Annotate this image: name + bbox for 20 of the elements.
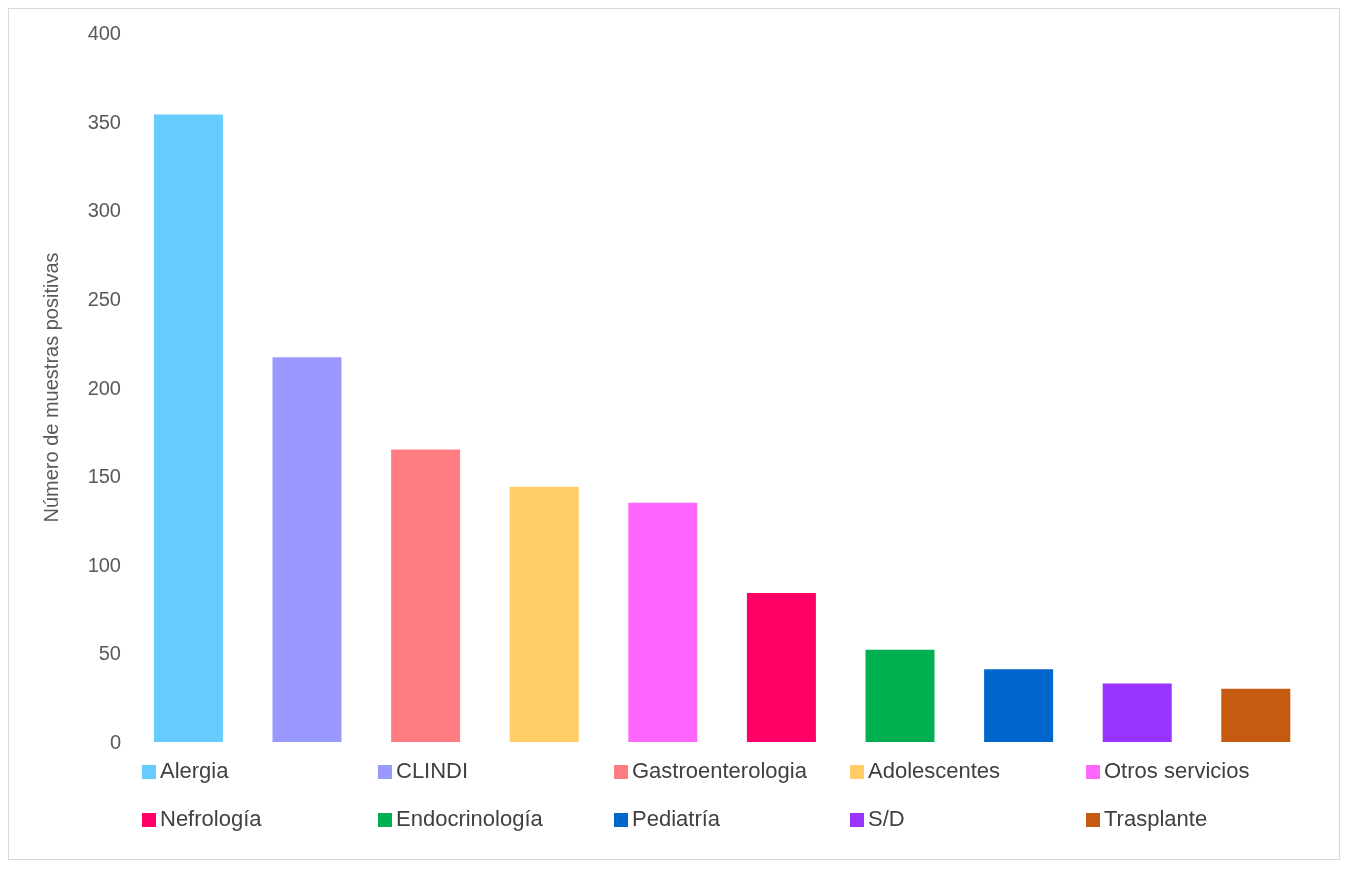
legend-label: Nefrología (160, 806, 262, 831)
y-tick-label: 250 (87, 287, 121, 310)
legend-label: CLINDI (396, 758, 469, 783)
legend-label: Alergia (160, 758, 229, 783)
y-tick-label: 100 (87, 553, 121, 576)
y-tick-label: 350 (87, 110, 121, 133)
legend-label: Gastroenterologia (632, 758, 807, 783)
y-tick-label: 200 (87, 376, 121, 399)
legend-label: S/D (868, 806, 905, 831)
y-tick-label: 0 (109, 731, 121, 754)
legend-label: Otros servicios (1104, 758, 1250, 783)
legend-label: Pediatría (632, 806, 721, 831)
y-tick-label: 50 (98, 642, 121, 665)
legend-label: Trasplante (1104, 806, 1208, 831)
y-tick-label: 400 (87, 22, 121, 45)
legend-label: Adolescentes (868, 758, 1001, 783)
legend-label: Endocrinología (396, 806, 543, 831)
y-axis-title: Número de muestras positivas (40, 252, 63, 523)
y-tick-label: 150 (87, 465, 121, 488)
y-tick-label: 300 (87, 199, 121, 222)
